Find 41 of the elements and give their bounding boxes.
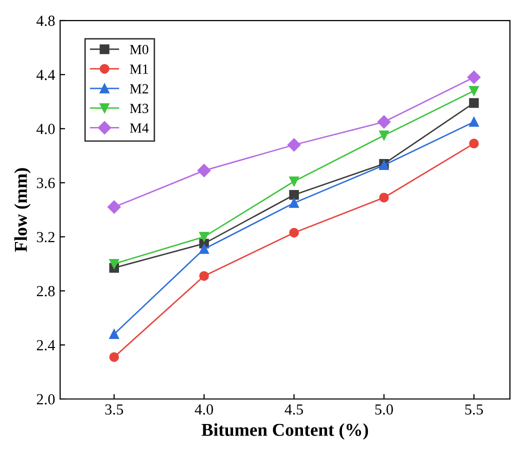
point (379, 130, 389, 140)
point (289, 190, 299, 200)
legend-label: M2 (130, 84, 148, 94)
legend-label: M3 (130, 104, 148, 114)
point (469, 98, 479, 108)
y-tick-label: 3.2 (36, 232, 54, 242)
x-tick-label: 4.5 (284, 404, 303, 415)
point (199, 244, 209, 254)
legend-label: M4 (130, 123, 149, 133)
point (289, 176, 299, 186)
point (109, 329, 119, 339)
y-tick-label: 4.4 (36, 70, 56, 80)
point (289, 228, 299, 238)
point (377, 115, 391, 128)
point (287, 138, 301, 152)
y-tick-label: 2.0 (36, 394, 55, 405)
x-tick-label: 3.5 (105, 404, 124, 415)
point (469, 86, 479, 96)
point (289, 198, 299, 208)
y-tick-label: 4.0 (36, 124, 55, 134)
point (109, 258, 119, 269)
point (199, 271, 209, 281)
legend-label: M0 (130, 44, 148, 54)
legend-label: M1 (130, 64, 148, 74)
point (467, 70, 481, 84)
y-tick-label: 4.8 (36, 16, 55, 26)
point (199, 232, 209, 242)
y-tick-label: 2.8 (36, 286, 55, 296)
x-tick-label: 4.0 (194, 404, 214, 415)
point (108, 200, 121, 214)
y-tick-label: 2.4 (36, 340, 56, 350)
x-tick-label: 5.0 (375, 404, 393, 415)
point (469, 117, 479, 127)
x-axis-title: Bitumen Content (%) (202, 423, 368, 440)
point (379, 192, 389, 202)
point (469, 138, 479, 148)
y-tick-label: 3.6 (36, 178, 55, 188)
x-tick-label: 5.5 (465, 404, 483, 415)
point (109, 352, 119, 362)
y-axis-title: Flow (mm) (14, 168, 31, 252)
point (197, 164, 211, 178)
